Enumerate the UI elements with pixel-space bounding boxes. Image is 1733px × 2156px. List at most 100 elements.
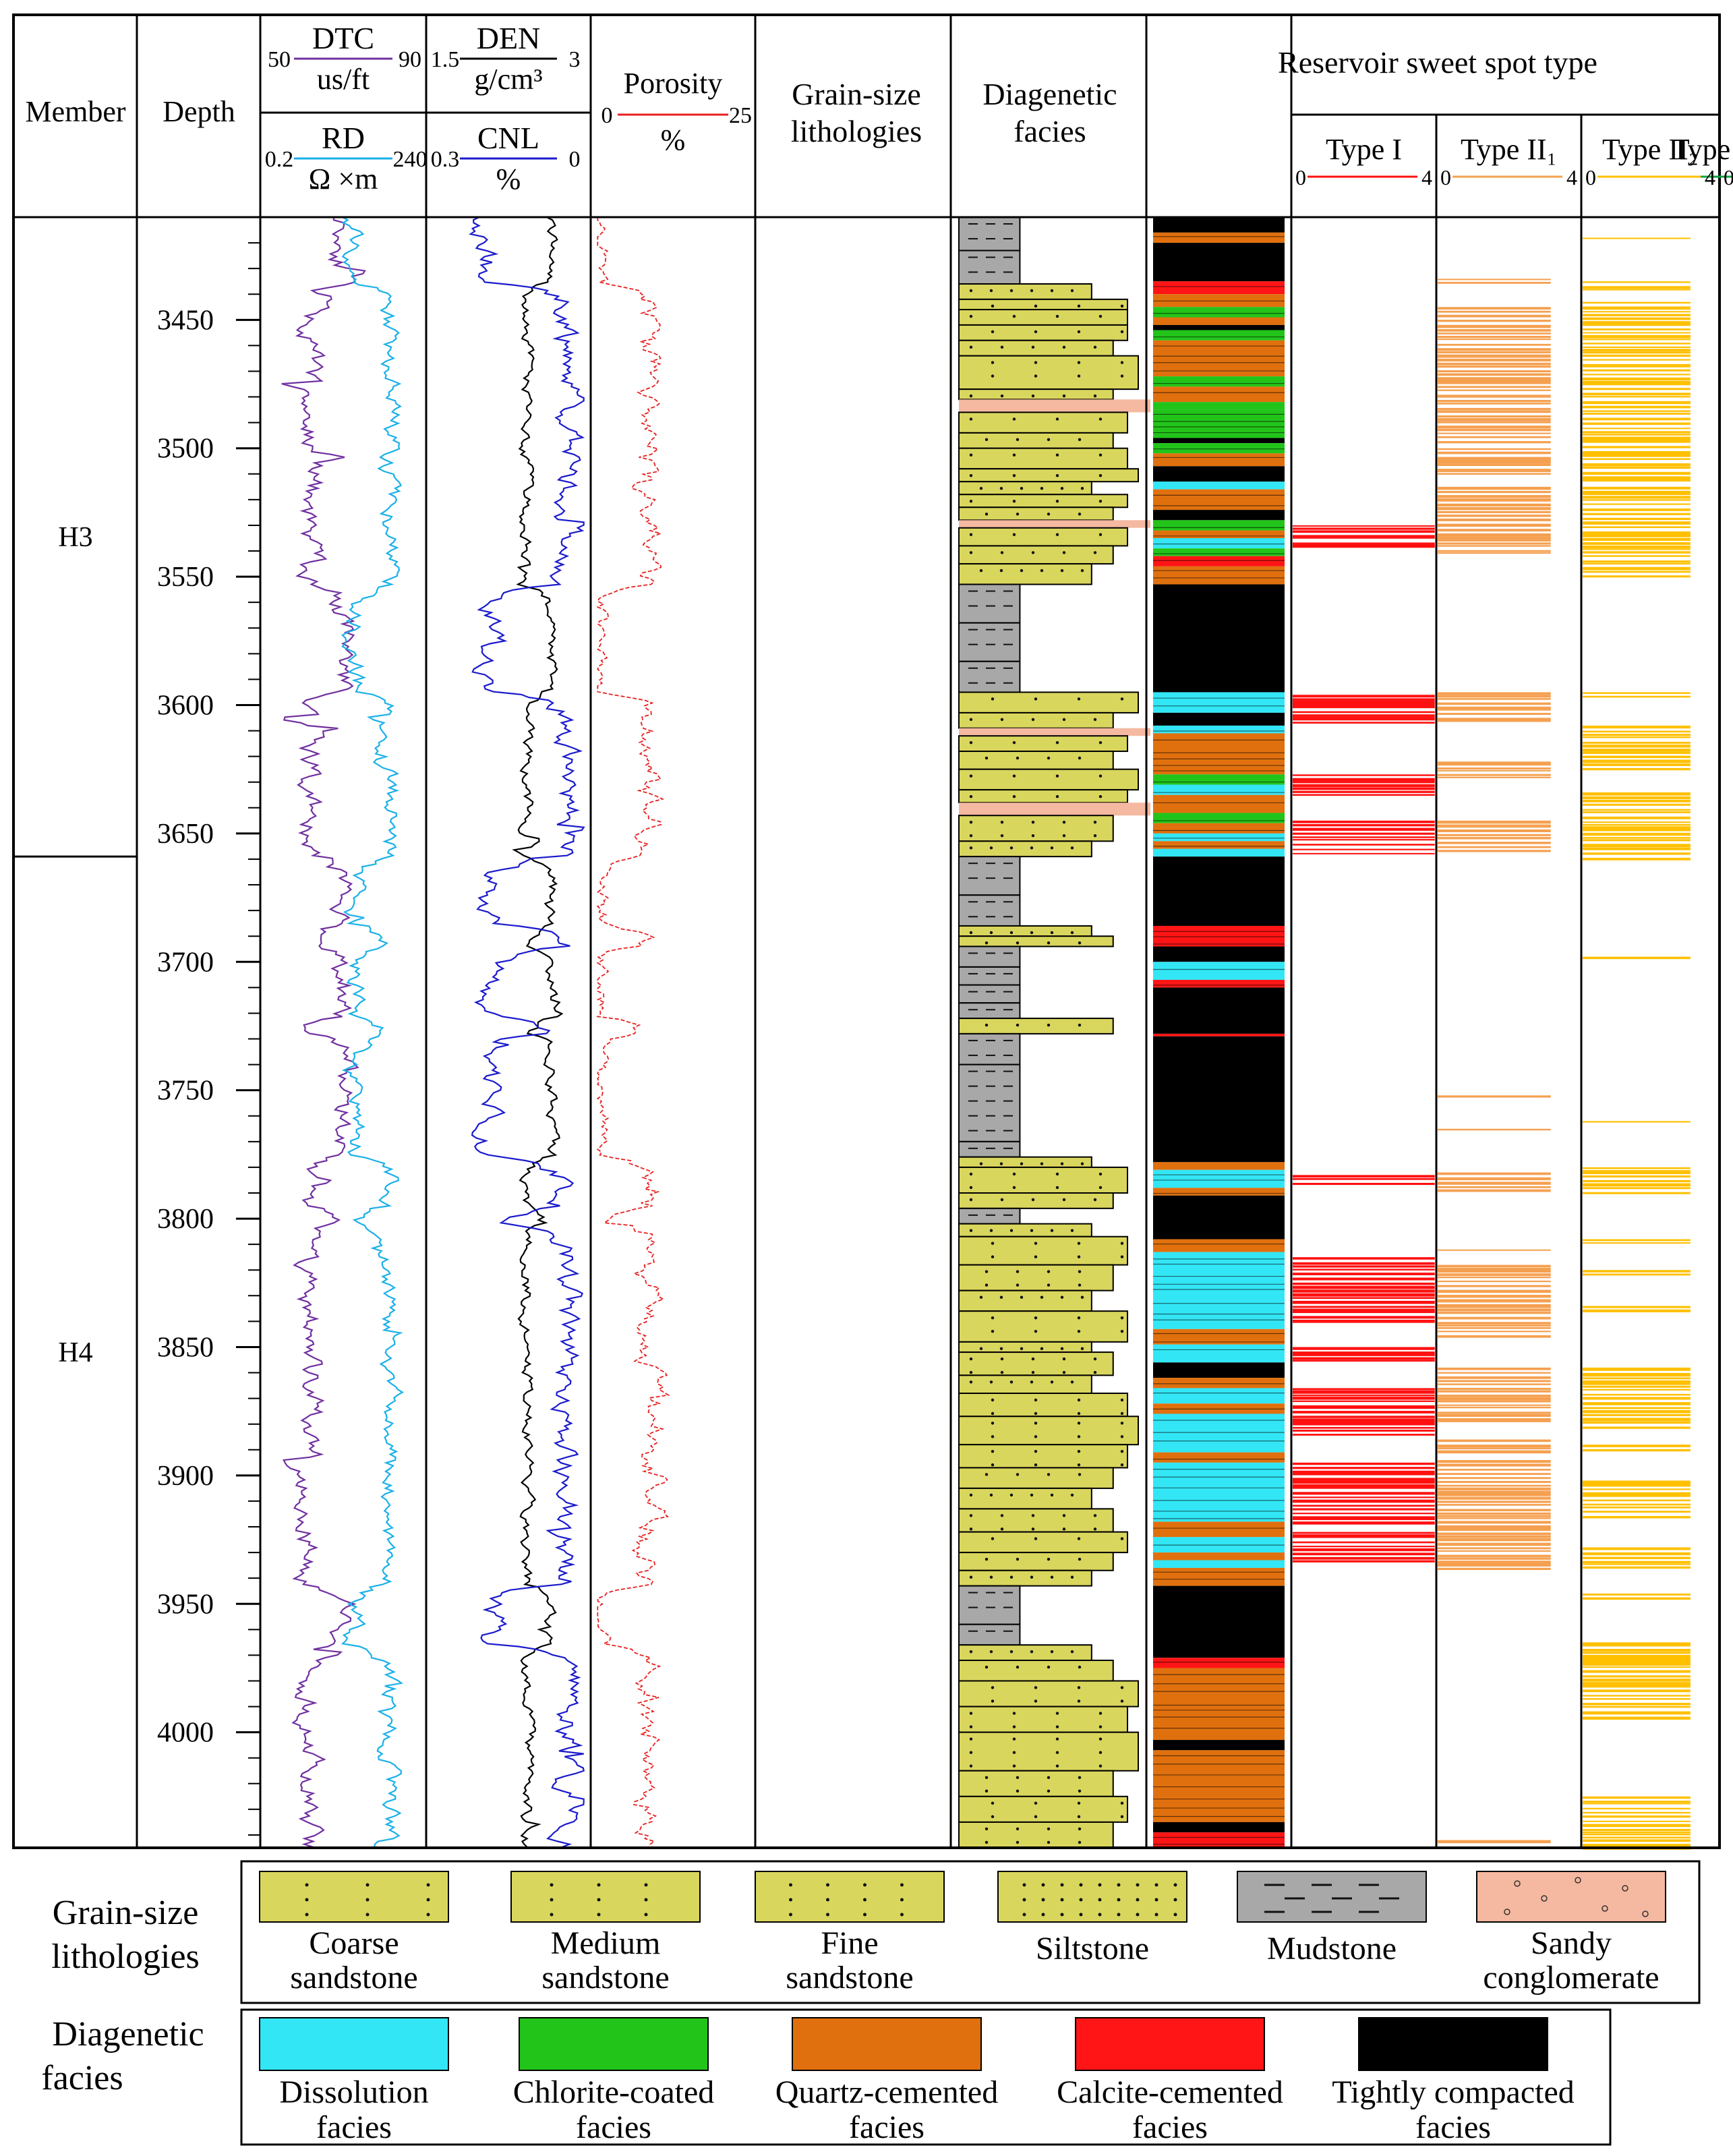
grain-dot <box>644 1883 648 1887</box>
grain-dot <box>644 1913 648 1917</box>
grain-dot <box>969 1186 973 1190</box>
porosity-unit: % <box>661 123 686 156</box>
sweet-bar-2 <box>1438 386 1551 388</box>
grain-dot <box>1078 513 1082 516</box>
grain-dot <box>1078 941 1082 945</box>
sweet-bar-3 <box>1583 281 1691 283</box>
sweet-bar-3 <box>1583 796 1691 800</box>
sweet-bar-2 <box>1438 469 1551 473</box>
sweet-bar-3 <box>1583 1179 1691 1183</box>
sweet-bar-2 <box>1438 436 1551 438</box>
grain-dot <box>991 1398 995 1402</box>
sweet-min-2: 0 <box>1440 165 1451 190</box>
lith-mudstone <box>958 250 1021 285</box>
grain-dot <box>999 1162 1003 1165</box>
sweet-bar-2 <box>1438 540 1551 542</box>
sweet-bar-3 <box>1583 1306 1691 1308</box>
sweet-bar-2 <box>1438 1271 1551 1273</box>
grain-dot <box>1055 1725 1059 1728</box>
dtc-max: 90 <box>399 47 421 72</box>
sweet-bar-3 <box>1583 759 1691 763</box>
grain-dot <box>1055 1172 1059 1176</box>
facies-calcite-cemented <box>1153 281 1285 295</box>
sweet-bar-3 <box>1583 730 1691 733</box>
sweet-bar-2 <box>1438 1367 1551 1370</box>
grain-dot <box>969 1527 973 1531</box>
sweet-bar-2 <box>1438 310 1551 313</box>
grain-dot <box>1078 1827 1082 1831</box>
grain-dot <box>979 1295 983 1299</box>
grain-dot <box>1077 1255 1081 1258</box>
facies-legend-swatch <box>1358 2017 1548 2071</box>
sweet-bar-1 <box>1293 1347 1435 1350</box>
lith-medium-sandstone <box>958 789 1129 804</box>
sweet-bar-2 <box>1438 1295 1551 1298</box>
facies-quartz-cemented <box>1153 1552 1285 1561</box>
grain-dot <box>1012 1186 1016 1190</box>
lith-siltstone <box>958 1569 1092 1587</box>
sweet-bar-3 <box>1583 1839 1691 1842</box>
sweet-bar-3 <box>1583 1409 1691 1414</box>
grain-dot <box>1070 1493 1074 1497</box>
lith-fine-sandstone <box>958 1192 1114 1209</box>
depth-tick-label: 3750 <box>157 1076 214 1107</box>
sweet-bar-3 <box>1583 1820 1691 1822</box>
sweet-bar-3 <box>1583 1488 1691 1490</box>
grain-dot <box>1034 361 1038 364</box>
grain-dot <box>644 1898 648 1902</box>
grain-dot <box>991 361 995 364</box>
sweet-bar-2 <box>1438 507 1551 511</box>
sweet-min-1: 0 <box>1295 165 1306 190</box>
sweet-bar-2 <box>1438 362 1551 366</box>
facies-quartz-cemented <box>1153 351 1285 377</box>
grain-dot <box>1078 1665 1082 1669</box>
sweet-bar-2 <box>1438 432 1551 434</box>
grain-dot <box>550 1883 554 1887</box>
grain-dot <box>1062 718 1066 722</box>
sweet-bar-1 <box>1293 1293 1435 1297</box>
sweet-bar-3 <box>1583 1682 1691 1686</box>
lith-medium-sandstone <box>958 1310 1129 1343</box>
lith-legend-label: sandstone <box>290 1960 417 1995</box>
sweet-bar-2 <box>1438 1404 1551 1406</box>
lith-coarse-sandstone <box>958 1731 1139 1772</box>
sweet-bar-1 <box>1293 852 1435 854</box>
facies-chlorite-coated <box>1153 402 1285 410</box>
lith-legend-swatch <box>1476 1871 1666 1923</box>
sweet-bar-2 <box>1438 1512 1551 1515</box>
sweet-bar-2 <box>1438 1289 1551 1293</box>
sweet-bar-1 <box>1293 1541 1435 1544</box>
facies-chlorite-coated <box>1153 330 1285 341</box>
grain-dot <box>1093 834 1097 838</box>
sweet-bar-3 <box>1583 317 1691 320</box>
sweet-bar-3 <box>1583 832 1691 836</box>
grain-dot <box>1078 1283 1082 1287</box>
sweet-bar-3 <box>1583 1183 1691 1187</box>
grain-dot <box>1031 1198 1035 1202</box>
pebble <box>1602 1905 1608 1912</box>
sweet-bar-2 <box>1438 767 1551 769</box>
lith-mudstone <box>958 660 1021 693</box>
sweet-bar-3 <box>1583 1242 1691 1244</box>
sweet-bar-2 <box>1438 498 1551 502</box>
grain-dot <box>1034 1329 1038 1333</box>
lith-fine-sandstone <box>958 935 1114 948</box>
grain-dot <box>1016 1283 1020 1287</box>
sweet-bar-2 <box>1438 702 1551 705</box>
sweet-bar-2 <box>1438 417 1551 421</box>
grain-dot <box>989 1493 993 1497</box>
facies-dissolution <box>1153 1414 1285 1453</box>
facies-legend-swatch <box>1075 2017 1265 2071</box>
grain-dot <box>991 1449 995 1453</box>
sweet-bar-2 <box>1438 1567 1551 1571</box>
grain-dot <box>1012 533 1016 536</box>
facies-dissolution <box>1153 784 1285 795</box>
grain-dot <box>1136 1913 1140 1917</box>
grain-dot <box>1047 513 1051 516</box>
sweet-bar-1 <box>1293 701 1435 705</box>
lith-mudstone <box>958 966 1021 986</box>
sweet-bar-1 <box>1293 530 1435 533</box>
lith-fine-sandstone <box>958 1508 1114 1533</box>
sweet-bar-3 <box>1583 809 1691 811</box>
grain-dot <box>1080 487 1084 490</box>
